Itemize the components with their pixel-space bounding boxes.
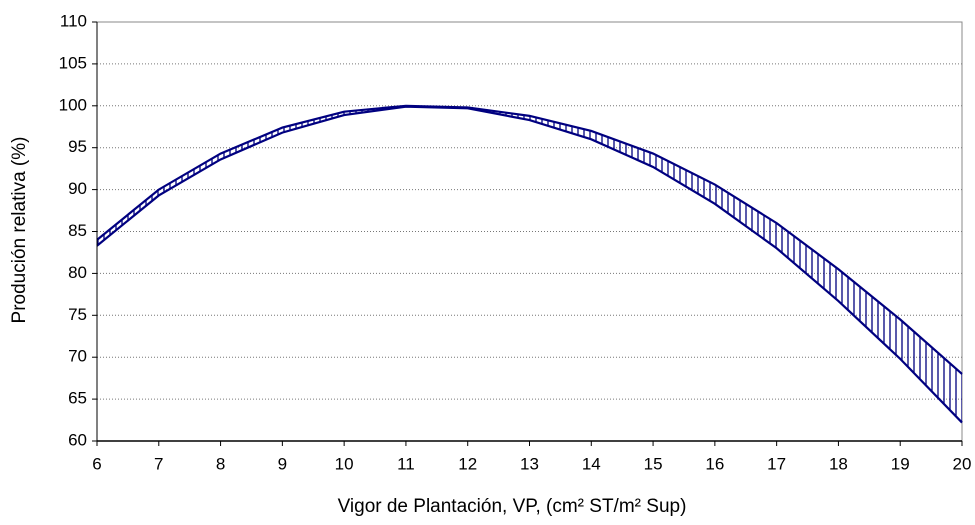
y-tick-label: 110	[60, 11, 87, 30]
x-tick-label: 10	[335, 454, 354, 473]
y-tick-label: 105	[59, 53, 87, 72]
y-tick-label: 100	[59, 95, 87, 114]
x-tick-label: 18	[829, 454, 848, 473]
x-tick-label: 19	[891, 454, 910, 473]
y-axis-label: Produción relativa (%)	[9, 137, 30, 324]
y-tick-label: 60	[68, 430, 87, 449]
x-tick-label: 13	[520, 454, 539, 473]
x-tick-label: 15	[644, 454, 663, 473]
x-tick-label: 8	[216, 454, 225, 473]
series-line	[96, 104, 963, 375]
series-line	[96, 105, 963, 424]
x-tick-label: 6	[92, 454, 101, 473]
x-tick-label: 14	[582, 454, 601, 473]
y-tick-label: 95	[68, 137, 87, 156]
x-tick-label: 11	[397, 454, 415, 473]
x-tick-label: 7	[154, 454, 163, 473]
y-tick-label: 90	[68, 179, 87, 198]
x-tick-label: 12	[458, 454, 477, 473]
x-tick-label: 16	[705, 454, 724, 473]
y-tick-label: 75	[68, 305, 87, 324]
y-tick-label: 65	[68, 389, 87, 408]
x-tick-label: 9	[278, 454, 287, 473]
x-tick-label: 17	[767, 454, 786, 473]
x-axis-label: Vigor de Plantación, VP, (cm² ST/m² Sup)	[338, 496, 687, 517]
y-tick-label: 70	[68, 347, 87, 366]
y-tick-label: 80	[68, 263, 87, 282]
x-tick-label: 20	[953, 454, 972, 473]
y-tick-label: 85	[68, 221, 87, 240]
